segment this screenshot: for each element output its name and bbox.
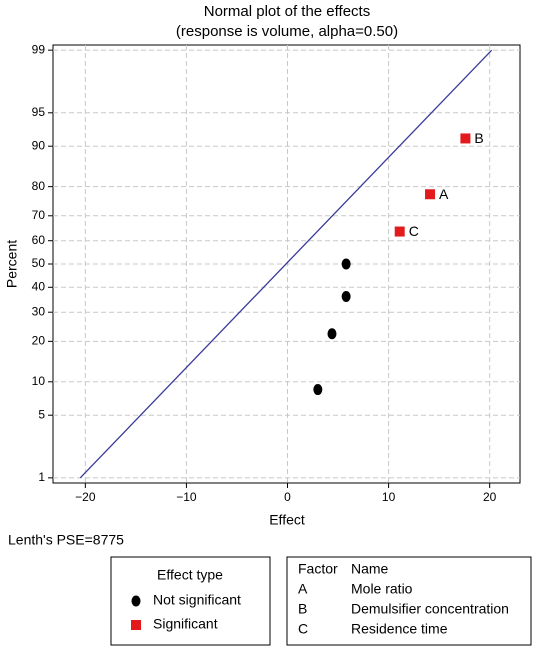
y-tick-label: 95 bbox=[32, 105, 46, 119]
legend-box bbox=[110, 556, 271, 646]
y-tick-label: 99 bbox=[32, 42, 46, 56]
data-point bbox=[327, 328, 337, 340]
y-tick-label: 40 bbox=[32, 279, 46, 293]
y-axis-label: Percent bbox=[4, 240, 20, 288]
data-point bbox=[341, 258, 351, 270]
y-tick-label: 1 bbox=[38, 470, 45, 484]
x-axis-label: Effect bbox=[269, 512, 305, 528]
point-label: A bbox=[439, 186, 449, 202]
y-tick-label: 20 bbox=[32, 334, 46, 348]
x-tick-label: 0 bbox=[284, 490, 291, 504]
y-tick-label: 80 bbox=[32, 179, 46, 193]
legend-label: Not significant bbox=[153, 592, 241, 608]
y-tick-label: 5 bbox=[38, 407, 45, 421]
factor-cell: Residence time bbox=[351, 621, 448, 637]
y-tick-label: 90 bbox=[32, 138, 46, 152]
chart-title: Normal plot of the effects bbox=[204, 3, 370, 20]
y-tick-label: 30 bbox=[32, 304, 46, 318]
data-point bbox=[341, 290, 351, 302]
reference-line bbox=[79, 49, 493, 479]
factor-cell: Demulsifier concentration bbox=[351, 601, 509, 617]
legend-title: Effect type bbox=[157, 567, 223, 583]
y-tick-label: 10 bbox=[32, 374, 46, 388]
x-tick-label: −10 bbox=[176, 490, 197, 504]
data-point bbox=[425, 189, 436, 200]
factor-cell: Mole ratio bbox=[351, 581, 413, 597]
footnote: Lenth's PSE=8775 bbox=[8, 532, 124, 548]
legend-marker bbox=[131, 595, 141, 607]
factor-header: Name bbox=[351, 561, 389, 577]
data-point bbox=[313, 384, 323, 396]
y-tick-label: 70 bbox=[32, 208, 46, 222]
legend-marker bbox=[131, 620, 141, 630]
factor-header: Factor bbox=[298, 561, 338, 577]
x-tick-label: −20 bbox=[75, 490, 96, 504]
factor-cell: B bbox=[298, 601, 307, 617]
legend-label: Significant bbox=[153, 616, 218, 632]
chart-subtitle: (response is volume, alpha=0.50) bbox=[176, 23, 398, 40]
factor-box bbox=[286, 556, 532, 646]
y-tick-label: 60 bbox=[32, 233, 46, 247]
point-label: C bbox=[409, 223, 419, 239]
x-tick-label: 20 bbox=[483, 490, 497, 504]
y-tick-label: 50 bbox=[32, 256, 46, 270]
data-point bbox=[394, 226, 405, 237]
data-point bbox=[460, 133, 471, 144]
x-tick-label: 10 bbox=[382, 490, 396, 504]
factor-cell: A bbox=[298, 581, 308, 597]
factor-cell: C bbox=[298, 621, 308, 637]
point-label: B bbox=[474, 130, 483, 146]
